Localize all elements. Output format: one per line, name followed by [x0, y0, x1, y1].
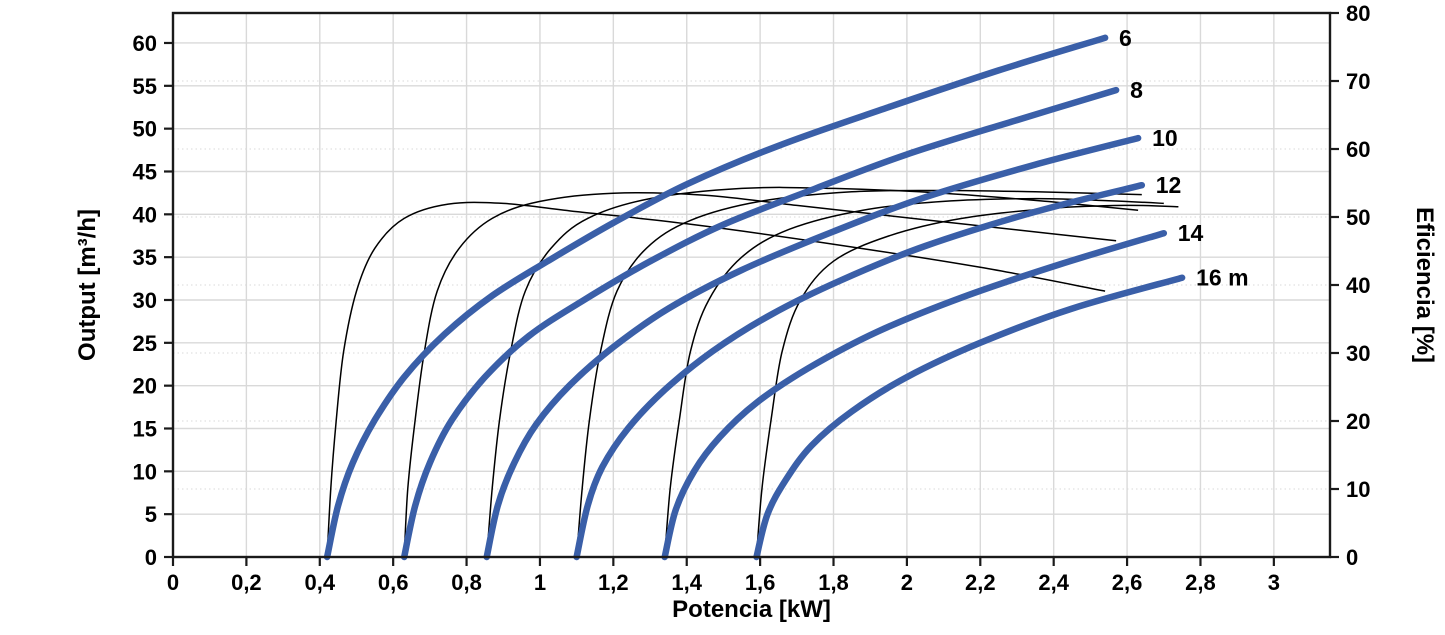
- x-tick-label: 3: [1268, 570, 1280, 595]
- x-tick-label: 1,8: [818, 570, 849, 595]
- y-left-tick-label: 25: [133, 331, 157, 356]
- x-tick-label: 0,8: [451, 570, 482, 595]
- x-tick-label: 2,6: [1112, 570, 1143, 595]
- y-right-tick-label: 70: [1346, 69, 1370, 94]
- y-left-tick-label: 40: [133, 202, 157, 227]
- x-tick-label: 2,2: [965, 570, 996, 595]
- head-14m-label: 14: [1178, 220, 1204, 246]
- x-tick-label: 1: [534, 570, 546, 595]
- efficiency-14m-curve: [663, 197, 1164, 558]
- y-left-tick-label: 5: [145, 502, 157, 527]
- x-axis-title: Potencia [kW]: [672, 596, 831, 623]
- y-right-tick-label: 80: [1346, 1, 1370, 26]
- y-left-tick-label: 15: [133, 416, 157, 441]
- axis-ticks: [164, 11, 1339, 566]
- y-left-tick-label: 45: [133, 159, 157, 184]
- y-right-tick-label: 0: [1346, 545, 1358, 570]
- x-tick-label: 2: [901, 570, 913, 595]
- gridlines: [173, 13, 1330, 557]
- y-left-tick-label: 50: [133, 117, 157, 142]
- y-axis-right-title: Eficiencia [%]: [1411, 206, 1438, 364]
- y-left-tick-label: 0: [145, 545, 157, 570]
- x-tick-label: 0,6: [378, 570, 409, 595]
- y-axis-left-title: Output [m³/h]: [74, 209, 101, 361]
- y-left-tick-label: 10: [133, 459, 157, 484]
- head-8m-label: 8: [1130, 77, 1143, 103]
- head-16m-curve: [753, 274, 1186, 561]
- x-tick-label: 2,4: [1038, 570, 1069, 595]
- efficiency-8m-curve: [403, 192, 1117, 558]
- efficiency-6m-curve: [326, 201, 1106, 558]
- efficiency-10m-curve: [485, 186, 1139, 558]
- y-left-tick-label: 55: [133, 74, 157, 99]
- y-right-tick-label: 60: [1346, 137, 1370, 162]
- x-tick-label: 1,2: [598, 570, 629, 595]
- y-right-tick-label: 10: [1346, 477, 1370, 502]
- y-right-tick-label: 50: [1346, 205, 1370, 230]
- x-tick-label: 1,4: [671, 570, 702, 595]
- y-right-tick-label: 30: [1346, 341, 1370, 366]
- x-tick-label: 0,2: [231, 570, 262, 595]
- y-left-tick-label: 35: [133, 245, 157, 270]
- y-left-tick-label: 60: [133, 31, 157, 56]
- efficiency-12m-curve: [575, 189, 1142, 558]
- y-left-tick-label: 30: [133, 288, 157, 313]
- efficiency-16m-curve: [755, 204, 1179, 558]
- head-14m-curve: [661, 229, 1168, 561]
- head-16m-label: 16 m: [1196, 265, 1248, 291]
- head-10m-curve: [483, 134, 1142, 561]
- x-tick-label: 0: [167, 570, 179, 595]
- y-left-tick-label: 20: [133, 374, 157, 399]
- head-6m-label: 6: [1119, 25, 1132, 51]
- axis-tick-labels: 0 0,2 0,4 0,6 0,8 1 1,2 1,4 1,6 1,8 2 2,2 2,4 2,6 2,8 3…: [133, 1, 1371, 595]
- head-8m-curve: [400, 86, 1120, 561]
- curves: [323, 34, 1186, 561]
- x-tick-label: 1,6: [745, 570, 776, 595]
- head-10m-label: 10: [1152, 125, 1178, 151]
- x-tick-label: 2,8: [1185, 570, 1216, 595]
- y-right-tick-label: 20: [1346, 409, 1370, 434]
- head-12m-label: 12: [1156, 172, 1182, 198]
- head-6m-curve: [323, 34, 1109, 561]
- y-right-tick-label: 40: [1346, 273, 1370, 298]
- head-12m-curve: [573, 181, 1146, 561]
- x-tick-label: 0,4: [304, 570, 335, 595]
